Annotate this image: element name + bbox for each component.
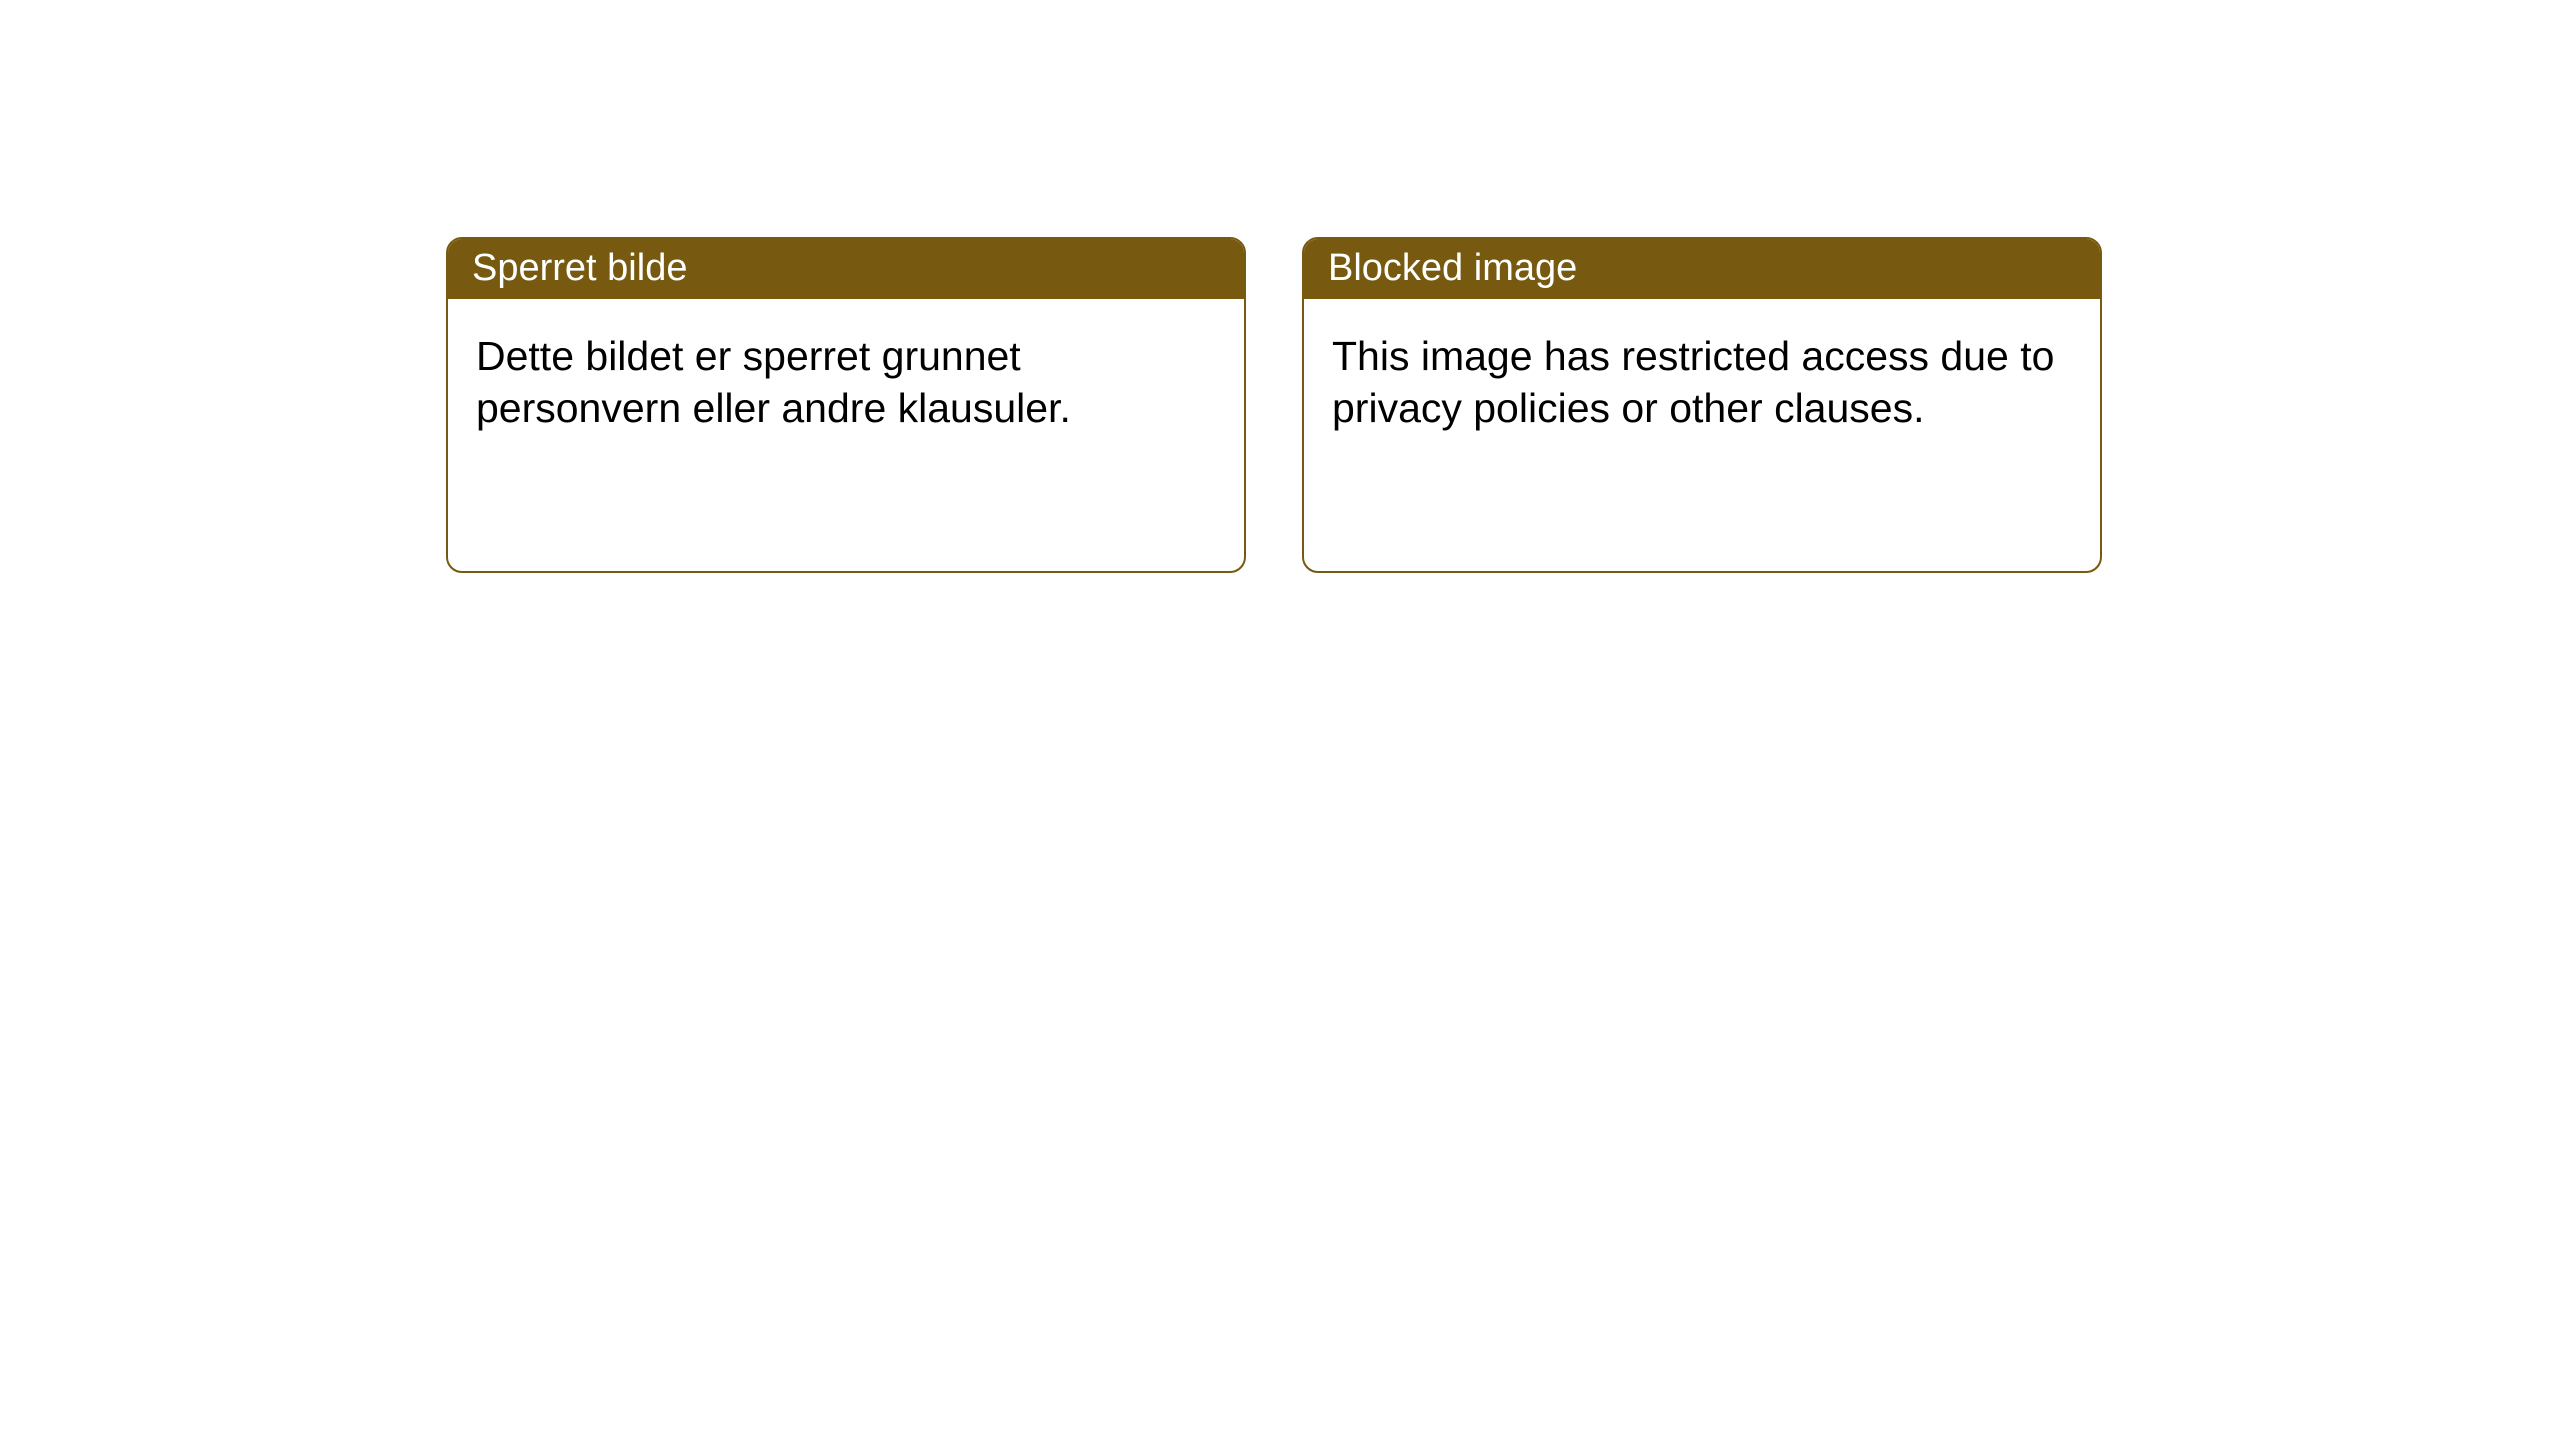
card-header: Blocked image [1304,239,2100,299]
card-body-text: This image has restricted access due to … [1332,333,2054,431]
blocked-image-card-english: Blocked image This image has restricted … [1302,237,2102,573]
card-body-text: Dette bildet er sperret grunnet personve… [476,333,1071,431]
card-title: Sperret bilde [472,247,687,290]
card-body: This image has restricted access due to … [1304,299,2100,466]
blocked-image-notice-container: Sperret bilde Dette bildet er sperret gr… [446,237,2102,573]
card-title: Blocked image [1328,247,1577,290]
card-header: Sperret bilde [448,239,1244,299]
blocked-image-card-norwegian: Sperret bilde Dette bildet er sperret gr… [446,237,1246,573]
card-body: Dette bildet er sperret grunnet personve… [448,299,1244,466]
